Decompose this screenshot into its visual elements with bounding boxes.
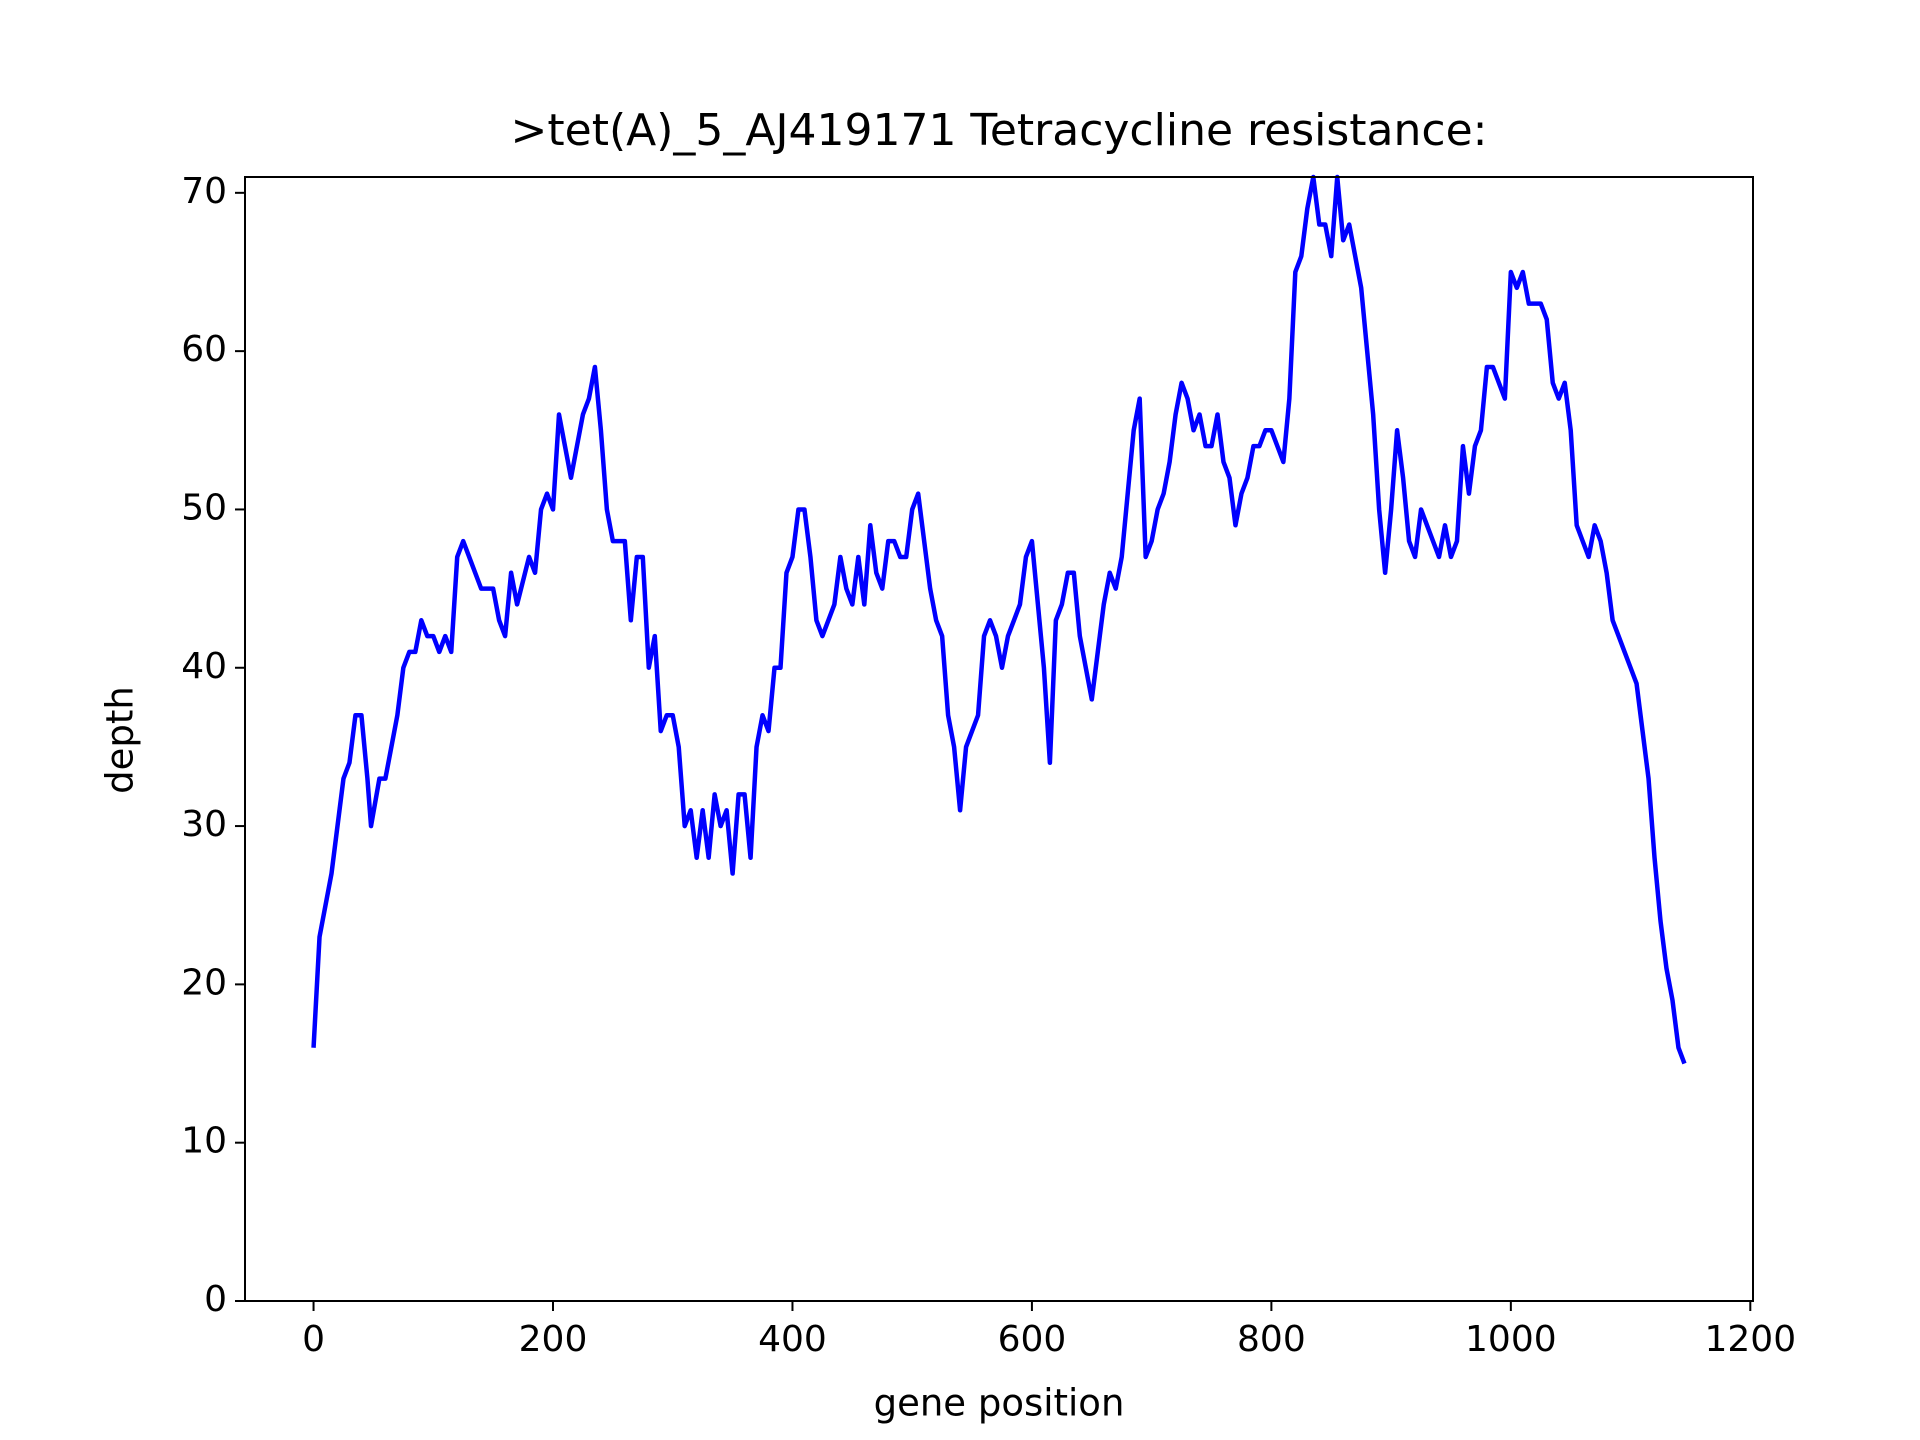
y-tick-label: 50 <box>181 487 227 528</box>
y-tick-label: 40 <box>181 646 227 687</box>
y-tick-label: 70 <box>181 171 227 212</box>
y-tick-label: 0 <box>204 1279 227 1320</box>
x-tick-label: 400 <box>758 1319 827 1360</box>
x-tick-label: 200 <box>519 1319 588 1360</box>
x-tick-label: 800 <box>1237 1319 1306 1360</box>
y-tick-label: 10 <box>181 1121 227 1162</box>
x-tick-label: 1200 <box>1704 1319 1796 1360</box>
data-line <box>311 174 1687 1065</box>
x-tick-label: 600 <box>998 1319 1067 1360</box>
y-tick-label: 60 <box>181 329 227 370</box>
y-tick-label: 20 <box>181 962 227 1003</box>
x-tick-label: 1000 <box>1465 1319 1557 1360</box>
chart-title: >tet(A)_5_AJ419171 Tetracycline resistan… <box>511 105 1488 156</box>
x-tick-label: 0 <box>302 1319 325 1360</box>
y-tick-label: 30 <box>181 804 227 845</box>
x-axis-label: gene position <box>874 1382 1125 1425</box>
y-axis-label: depth <box>99 686 142 794</box>
plot-frame <box>244 176 1754 1302</box>
